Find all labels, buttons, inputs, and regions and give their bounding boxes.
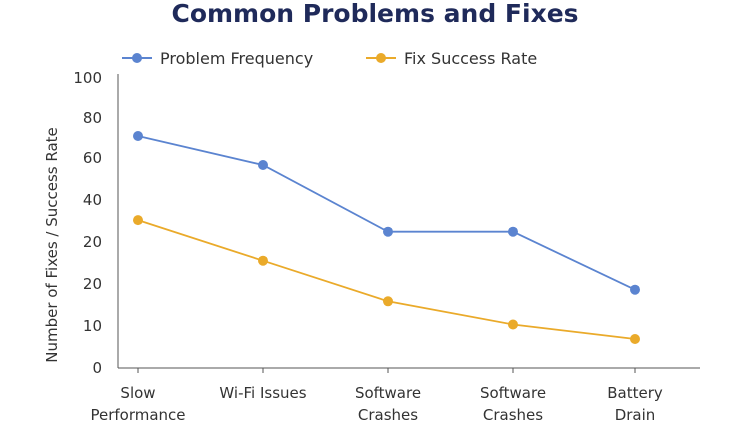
x-category-label: Battery Drain [607, 384, 663, 422]
legend-label: Fix Success Rate [404, 49, 537, 68]
series-line [137, 135, 636, 291]
data-point [383, 296, 393, 307]
y-tick-label: 100 [73, 69, 102, 87]
data-point [133, 131, 143, 141]
y-tick-label: 10 [83, 317, 102, 335]
series-line [137, 219, 636, 340]
legend-marker [132, 53, 142, 63]
y-tick-label: 20 [83, 275, 102, 293]
x-category-label: Slow Performance [90, 384, 185, 422]
y-axis-ticks: 0 10 20 20 40 60 80 100 [73, 69, 102, 377]
x-category-label: Software Crashes [355, 384, 421, 422]
data-point [630, 334, 640, 344]
y-tick-label: 20 [83, 233, 102, 251]
legend: Problem Frequency Fix Success Rate [122, 49, 537, 68]
data-point [383, 226, 393, 237]
x-axis-ticks: Slow Performance Wi-Fi Issues Software Crash… [90, 368, 663, 422]
data-point [258, 160, 268, 170]
legend-marker [376, 53, 386, 63]
x-category-label: Wi-Fi Issues [219, 384, 306, 402]
y-tick-label: 80 [83, 109, 102, 127]
x-category-label: Software Crashes [480, 384, 546, 422]
y-tick-label: 60 [83, 149, 102, 167]
data-point [508, 226, 518, 237]
data-point [508, 319, 518, 330]
chart-title: Common Problems and Fixes [171, 0, 578, 28]
y-axis-title: Number of Fixes / Success Rate [43, 127, 61, 363]
data-point [258, 255, 268, 266]
y-tick-label: 40 [83, 191, 102, 209]
y-tick-label: 0 [92, 359, 102, 377]
series-layer [133, 131, 640, 344]
data-point [630, 284, 640, 295]
legend-label: Problem Frequency [160, 49, 313, 68]
data-point [133, 215, 143, 226]
